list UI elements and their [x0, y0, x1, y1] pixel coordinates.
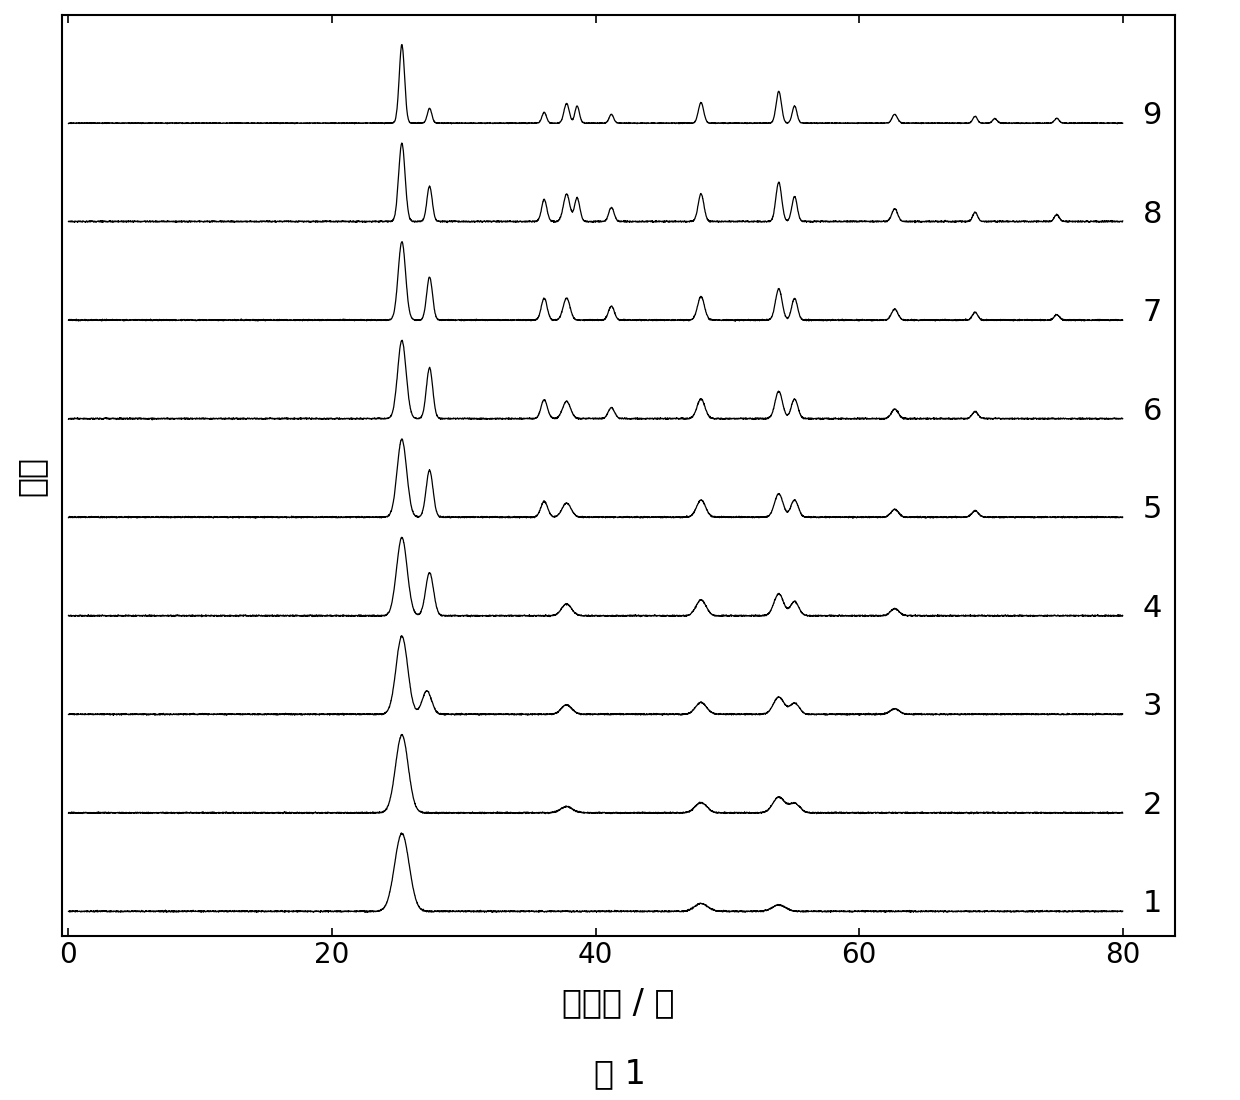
Text: 5: 5 — [1142, 495, 1162, 525]
Text: 1: 1 — [1142, 890, 1162, 918]
Text: 3: 3 — [1142, 692, 1162, 722]
Text: 9: 9 — [1142, 101, 1162, 130]
Text: 图 1: 图 1 — [594, 1057, 646, 1090]
Text: 8: 8 — [1142, 199, 1162, 229]
Text: 6: 6 — [1142, 397, 1162, 426]
Y-axis label: 强度: 强度 — [15, 455, 48, 496]
X-axis label: 衍射角 / 度: 衍射角 / 度 — [563, 986, 675, 1019]
Text: 4: 4 — [1142, 594, 1162, 623]
Text: 7: 7 — [1142, 298, 1162, 327]
Text: 2: 2 — [1142, 791, 1162, 820]
